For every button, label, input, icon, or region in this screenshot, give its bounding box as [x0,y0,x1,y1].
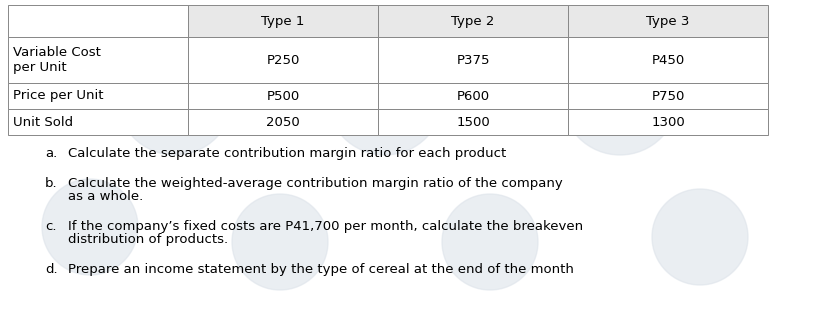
Bar [8,37,188,83]
Text: P450: P450 [651,54,685,67]
Circle shape [562,39,678,155]
Circle shape [652,189,748,285]
Text: P500: P500 [267,89,300,102]
Bar [188,37,378,83]
Text: Variable Cost
per Unit: Variable Cost per Unit [13,46,101,74]
Text: Unit Sold: Unit Sold [13,115,73,128]
Bar [188,109,378,135]
Text: d.: d. [45,263,58,276]
Text: a.: a. [45,147,57,160]
Circle shape [358,10,462,114]
Text: Type 2: Type 2 [452,15,495,28]
Bar [378,5,568,37]
Text: Calculate the weighted-average contribution margin ratio of the company: Calculate the weighted-average contribut… [68,177,562,190]
Bar [8,5,188,37]
Text: Price per Unit: Price per Unit [13,89,104,102]
Text: Prepare an income statement by the type of cereal at the end of the month: Prepare an income statement by the type … [68,263,574,276]
Text: as a whole.: as a whole. [68,190,143,203]
Bar [568,83,768,109]
Text: P375: P375 [456,54,490,67]
Text: If the company’s fixed costs are P41,700 per month, calculate the breakeven: If the company’s fixed costs are P41,700… [68,220,583,233]
Circle shape [42,179,138,275]
Bar [188,5,378,37]
Circle shape [232,194,328,290]
Bar [188,83,378,109]
Bar [8,109,188,135]
Text: 2050: 2050 [267,115,300,128]
Circle shape [442,194,538,290]
Text: P250: P250 [267,54,300,67]
Bar [568,5,768,37]
Bar [8,83,188,109]
Text: c.: c. [45,220,56,233]
Bar [568,37,768,83]
Bar [378,109,568,135]
Text: P600: P600 [456,89,490,102]
Circle shape [327,39,443,155]
Text: Type 3: Type 3 [646,15,689,28]
Text: Calculate the separate contribution margin ratio for each product: Calculate the separate contribution marg… [68,147,506,160]
Text: Type 1: Type 1 [262,15,305,28]
Text: 1300: 1300 [651,115,685,128]
Text: b.: b. [45,177,58,190]
Bar [568,109,768,135]
Text: 1500: 1500 [456,115,490,128]
Text: distribution of products.: distribution of products. [68,233,228,246]
Circle shape [117,39,233,155]
Bar [378,83,568,109]
Circle shape [610,12,710,112]
Bar [378,37,568,83]
Circle shape [100,7,200,107]
Text: P750: P750 [651,89,685,102]
